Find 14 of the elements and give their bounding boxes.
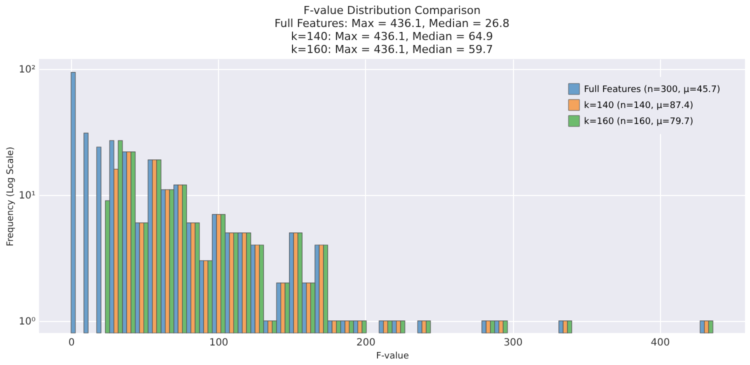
legend-label: Full Features (n=300, μ=45.7) xyxy=(584,85,720,95)
chart-title: F-value Distribution Comparison Full Features: Max = 436.1, Median = 26.8 k=140: Max = 436.1, Median = 64.9 k=160: Max = 436.1, Median = 59.7 xyxy=(274,4,510,56)
x-tick-label: 200 xyxy=(356,338,376,348)
legend-label: k=140 (n=140, μ=87.4) xyxy=(584,101,694,111)
y-tick-label: 10⁰ xyxy=(18,316,36,328)
y-tick-label: 10² xyxy=(18,64,36,76)
y-tick-label: 10¹ xyxy=(18,190,36,202)
x-tick-label: 0 xyxy=(68,338,75,348)
legend-label: k=160 (n=160, μ=79.7) xyxy=(584,117,694,127)
x-axis-title: F-value xyxy=(376,352,410,362)
x-tick-label: 100 xyxy=(209,338,228,348)
x-tick-label: 400 xyxy=(650,338,670,348)
x-tick-label: 300 xyxy=(504,338,523,348)
y-axis-title: Frequency (Log Scale) xyxy=(6,146,16,246)
